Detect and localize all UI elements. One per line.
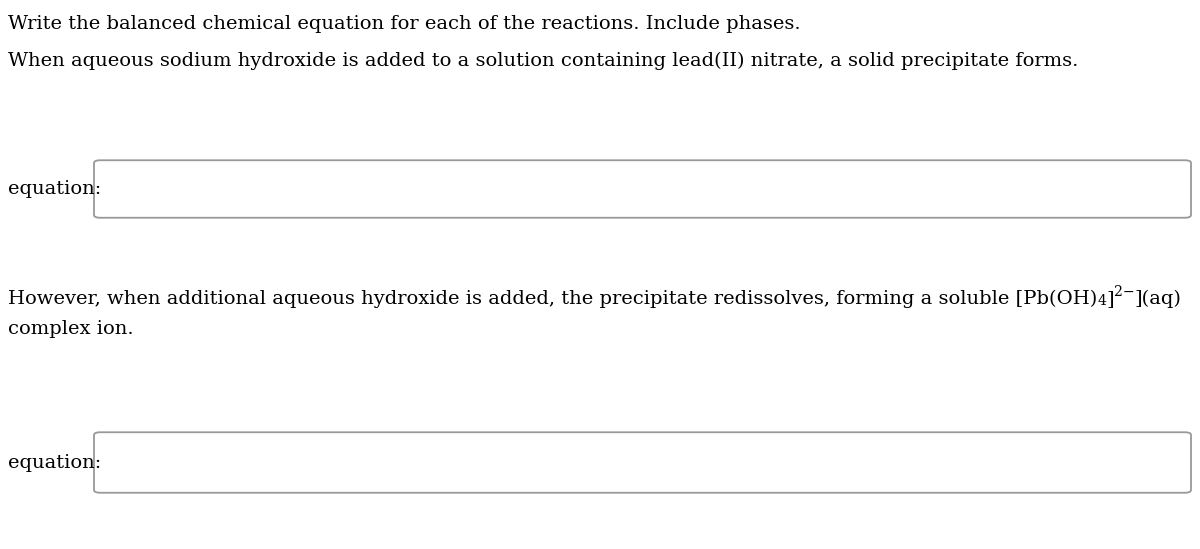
Text: complex ion.: complex ion. [8, 320, 133, 338]
Text: When aqueous sodium hydroxide is added to a solution containing lead(II) nitrate: When aqueous sodium hydroxide is added t… [8, 52, 1079, 70]
Text: However, when additional aqueous hydroxide is added, the precipitate redissolves: However, when additional aqueous hydroxi… [8, 290, 1097, 308]
FancyBboxPatch shape [94, 432, 1190, 493]
Text: Write the balanced chemical equation for each of the reactions. Include phases.: Write the balanced chemical equation for… [8, 15, 800, 33]
Text: 4: 4 [1097, 294, 1106, 308]
Text: ]: ] [1106, 290, 1114, 308]
Text: ](aq): ](aq) [1134, 290, 1181, 308]
Text: equation:: equation: [8, 453, 101, 472]
FancyBboxPatch shape [94, 160, 1190, 218]
Text: equation:: equation: [8, 180, 101, 198]
Text: 2−: 2− [1114, 285, 1134, 299]
